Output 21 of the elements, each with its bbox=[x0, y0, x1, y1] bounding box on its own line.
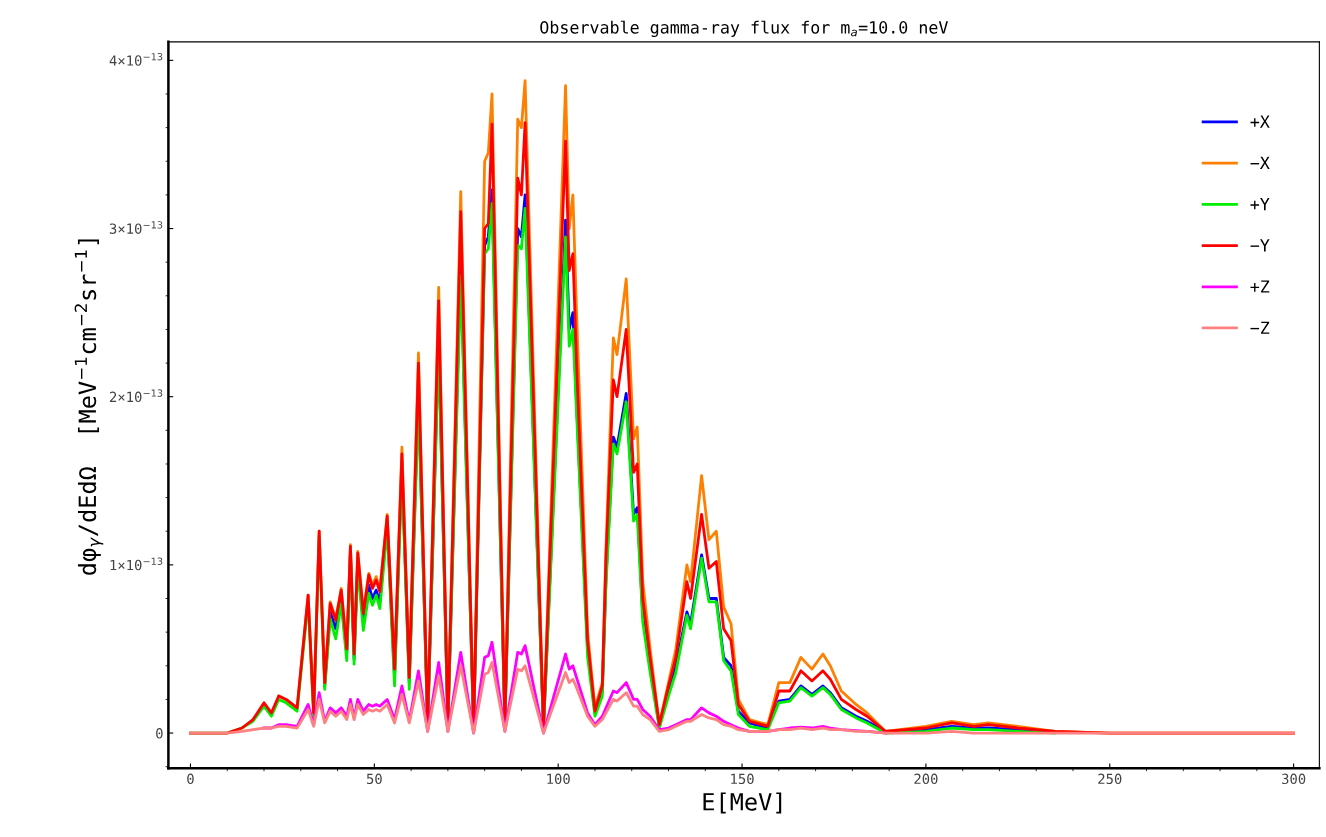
y-tick-label: 1×10$^{−13}$ bbox=[110, 557, 163, 571]
x-tick-label: 150 bbox=[731, 773, 754, 785]
x-tick-label: 50 bbox=[366, 773, 382, 785]
legend-label: −X bbox=[1250, 156, 1270, 169]
x-tick-label: 200 bbox=[914, 773, 938, 785]
y-tick-label: 0 bbox=[156, 728, 163, 739]
y-tick-label: 4×10$^{−13}$ bbox=[109, 53, 163, 66]
chart-title: Observable gamma-ray flux for m$_{a}$=10.0 neV bbox=[540, 20, 948, 38]
legend-label: −Z bbox=[1250, 321, 1270, 334]
x-tick-label: 0 bbox=[187, 773, 194, 785]
legend-label: +X bbox=[1250, 115, 1270, 128]
x-axis-title: E[MeV] bbox=[703, 792, 782, 814]
legend-label: −Y bbox=[1250, 239, 1270, 252]
text: dφ$_{γ}$/dEdΩ [MeV$^{−1}$cm$^{−2}$sr$^{−1}$] bbox=[74, 239, 104, 575]
y-tick-label: 3×10$^{−13}$ bbox=[109, 221, 163, 234]
legend-label: +Y bbox=[1250, 198, 1270, 211]
x-tick-label: 250 bbox=[1098, 773, 1122, 785]
legend-label: +Z bbox=[1250, 280, 1270, 293]
y-tick-label: 2×10$^{−13}$ bbox=[109, 389, 163, 403]
x-tick-label: 100 bbox=[547, 773, 570, 785]
x-tick-label: 300 bbox=[1282, 773, 1306, 785]
